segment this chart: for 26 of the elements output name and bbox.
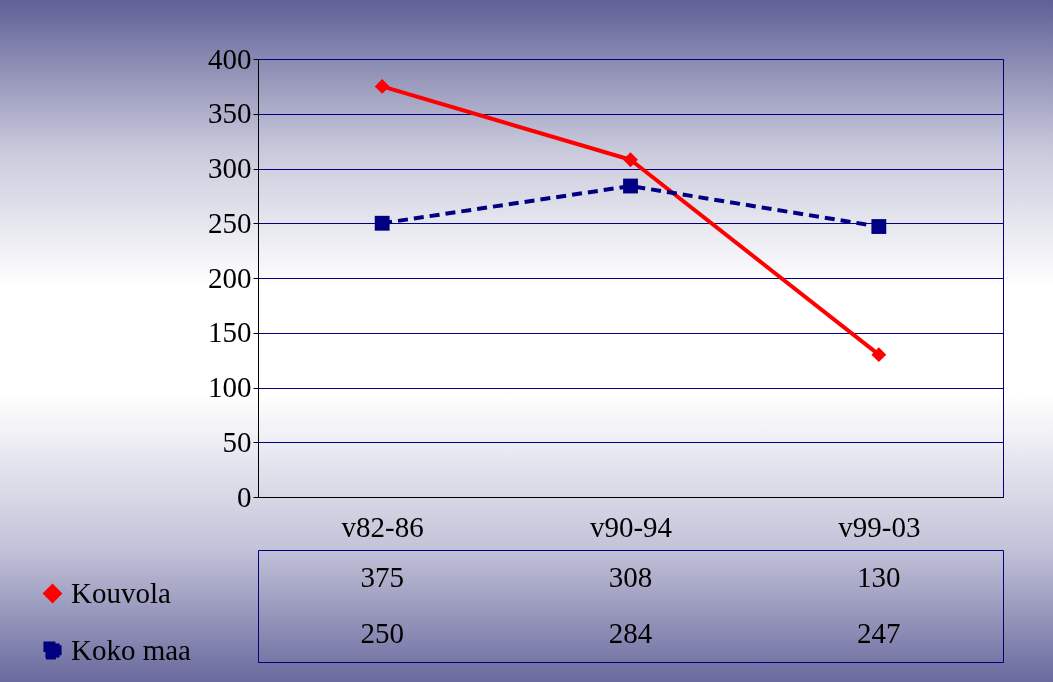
x-tick-label: v82-86	[341, 510, 424, 543]
point	[623, 178, 638, 194]
data-label: 130	[857, 561, 901, 593]
x-tick-label: v90-94	[589, 510, 673, 543]
data-label: 375	[360, 561, 404, 593]
y-tick-label: 250	[208, 206, 252, 239]
data-label: 308	[608, 561, 653, 593]
point	[871, 347, 887, 363]
y-tick-label: 0	[237, 480, 252, 513]
y-tick-label: 400	[208, 42, 252, 75]
x-tick-label: v99-03	[838, 510, 921, 543]
y-tick-label: 300	[208, 152, 252, 184]
y-tick-label: 150	[208, 316, 252, 349]
y-tick-label: 350	[208, 97, 252, 130]
legend-label: Koko maa	[71, 633, 192, 666]
y-tick-label: 200	[208, 261, 252, 294]
point	[623, 152, 638, 168]
data-label: 250	[360, 617, 404, 649]
data-label: 247	[857, 617, 901, 649]
y-tick-label: 100	[208, 371, 252, 403]
data-label: 284	[608, 617, 653, 649]
legend-label: Kouvola	[71, 576, 171, 609]
y-tick-label: 50	[222, 425, 252, 458]
point	[374, 215, 390, 231]
point	[374, 78, 390, 94]
point	[871, 219, 887, 234]
